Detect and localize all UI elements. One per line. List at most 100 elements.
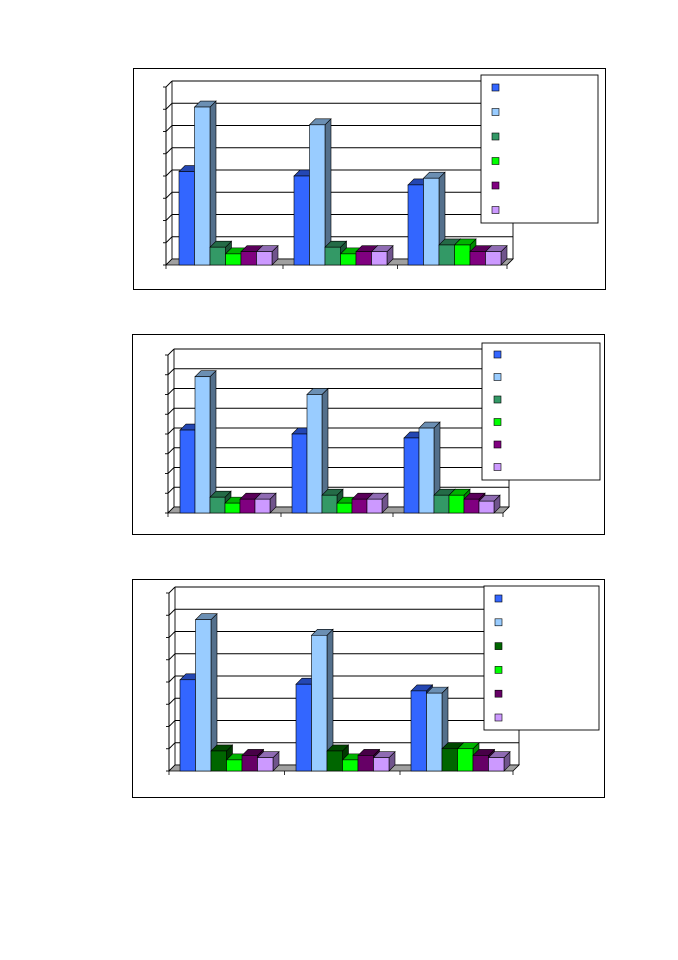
legend bbox=[483, 585, 600, 731]
legend-marker bbox=[494, 666, 503, 674]
legend-marker bbox=[494, 642, 503, 650]
bar bbox=[256, 750, 280, 772]
bar-front bbox=[488, 757, 505, 772]
bar bbox=[425, 686, 449, 772]
legend-marker bbox=[491, 157, 500, 165]
bar bbox=[478, 494, 501, 514]
side-wall-gridline bbox=[167, 348, 175, 356]
legend-marker bbox=[491, 83, 500, 92]
legend-marker bbox=[491, 108, 500, 116]
bar bbox=[255, 244, 279, 266]
side-wall-gridline bbox=[167, 388, 175, 395]
legend-marker bbox=[493, 395, 502, 404]
legend-marker bbox=[493, 418, 502, 426]
side-wall-gridline bbox=[168, 631, 176, 638]
bar-front bbox=[309, 124, 326, 266]
bar bbox=[254, 492, 277, 514]
side-wall-gridline bbox=[167, 486, 175, 494]
bar-front bbox=[179, 679, 196, 772]
bar-front bbox=[418, 427, 435, 514]
side-wall-gridline bbox=[168, 697, 176, 705]
bar bbox=[370, 244, 394, 266]
legend-marker bbox=[491, 206, 500, 214]
bar-front bbox=[373, 757, 390, 772]
bar bbox=[372, 750, 396, 772]
side-wall-gridline bbox=[167, 407, 175, 415]
bar-front bbox=[226, 759, 243, 772]
side-wall-gridline bbox=[167, 427, 175, 435]
side-wall-gridline bbox=[167, 368, 175, 376]
bar bbox=[487, 750, 511, 772]
side-wall-gridline bbox=[165, 191, 173, 199]
side-wall-gridline bbox=[168, 653, 176, 661]
legend-marker bbox=[494, 618, 503, 627]
legend-box bbox=[483, 585, 600, 731]
bar-front bbox=[195, 619, 212, 772]
bar-front bbox=[254, 498, 271, 514]
side-wall-gridline bbox=[165, 236, 173, 244]
bar bbox=[366, 492, 389, 514]
side-wall-gridline bbox=[168, 586, 176, 594]
side-wall-gridline bbox=[168, 720, 176, 727]
side-wall-gridline bbox=[167, 467, 175, 474]
side-wall-gridline bbox=[165, 125, 173, 132]
bar-front bbox=[342, 759, 359, 772]
legend-box bbox=[480, 74, 599, 224]
legend-marker bbox=[494, 713, 503, 722]
bar-front bbox=[194, 106, 211, 266]
bar-front bbox=[472, 755, 489, 772]
side-wall-gridline bbox=[167, 447, 175, 455]
legend-marker bbox=[493, 350, 502, 359]
legend-box bbox=[481, 342, 601, 481]
bar-front bbox=[357, 755, 374, 772]
legend-marker bbox=[493, 373, 502, 381]
bar-front bbox=[295, 683, 312, 772]
legend bbox=[481, 342, 601, 481]
bar bbox=[418, 421, 441, 514]
side-wall-gridline bbox=[168, 742, 176, 750]
bar-front bbox=[311, 634, 328, 772]
legend-marker bbox=[494, 689, 503, 698]
bar bbox=[308, 118, 332, 266]
side-wall-gridline bbox=[165, 147, 173, 155]
side-wall-gridline bbox=[168, 675, 176, 683]
side-wall-gridline bbox=[165, 80, 173, 88]
legend-marker bbox=[493, 440, 502, 449]
bar-front bbox=[423, 177, 440, 266]
legend-marker bbox=[491, 132, 500, 141]
bar-front bbox=[194, 376, 211, 514]
side-wall-gridline bbox=[168, 608, 176, 616]
bar-front bbox=[485, 251, 502, 266]
bar-front bbox=[478, 500, 495, 514]
legend-marker bbox=[493, 463, 502, 471]
bar bbox=[209, 240, 233, 266]
bar bbox=[194, 370, 217, 514]
bar-front bbox=[371, 251, 388, 266]
bar-front bbox=[210, 750, 227, 772]
bar-front bbox=[241, 755, 258, 772]
bar-front bbox=[306, 394, 323, 514]
bar bbox=[194, 612, 218, 772]
bar-front bbox=[441, 748, 458, 772]
bar bbox=[484, 244, 508, 266]
bar-front bbox=[257, 757, 274, 772]
bar bbox=[310, 628, 334, 772]
legend bbox=[480, 74, 599, 224]
legend-marker bbox=[494, 594, 503, 603]
bar-front bbox=[326, 750, 343, 772]
bar-front bbox=[256, 251, 273, 266]
bar-front bbox=[457, 748, 474, 772]
side-wall-gridline bbox=[165, 102, 173, 110]
bar bbox=[210, 744, 234, 772]
side-wall-gridline bbox=[165, 214, 173, 221]
bar-front bbox=[426, 692, 443, 772]
bar bbox=[306, 387, 329, 514]
bar bbox=[422, 171, 446, 266]
bar-front bbox=[366, 498, 383, 514]
side-wall-gridline bbox=[165, 169, 173, 177]
legend-marker bbox=[491, 181, 500, 190]
bar-front bbox=[410, 690, 427, 772]
